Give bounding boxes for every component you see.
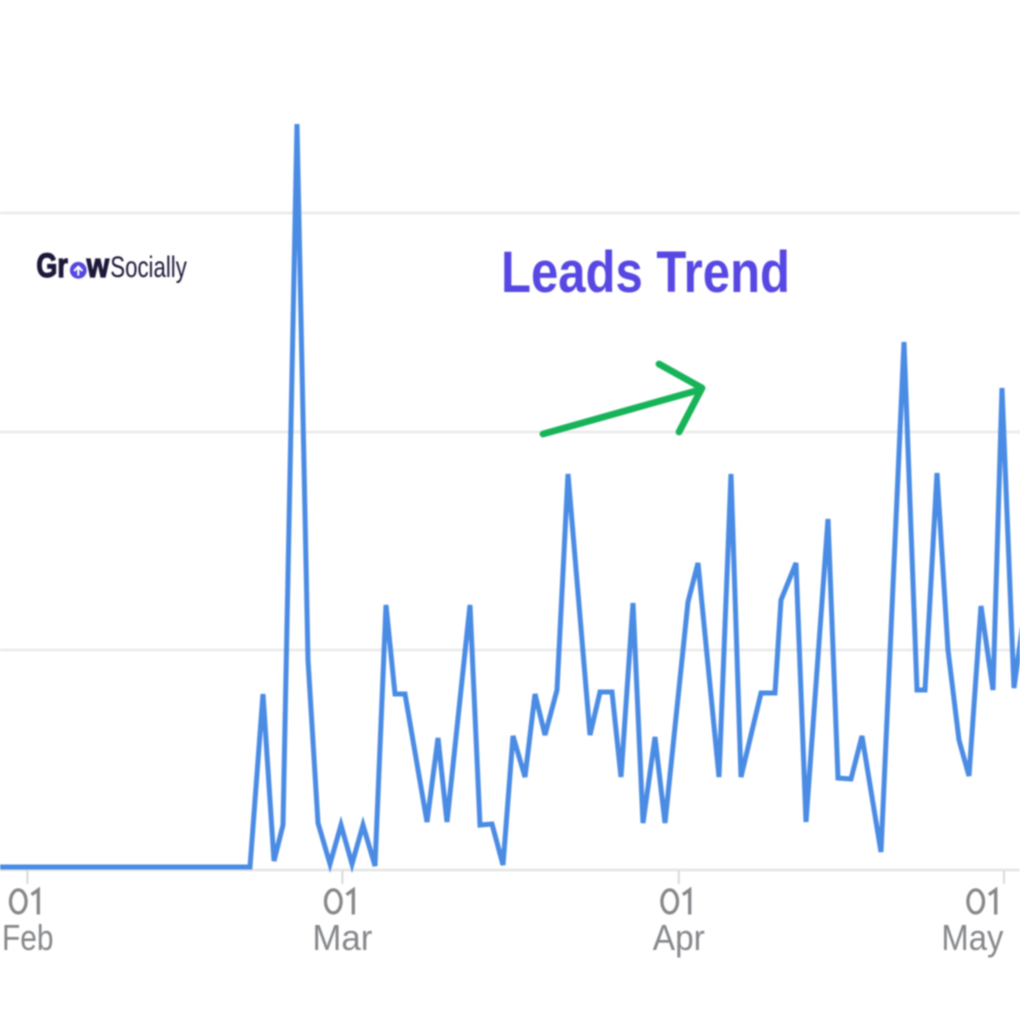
svg-text:w: w bbox=[86, 247, 110, 285]
svg-text:Leads Trend: Leads Trend bbox=[501, 240, 790, 305]
svg-text:Mar: Mar bbox=[312, 917, 372, 958]
svg-text:Feb: Feb bbox=[2, 917, 54, 958]
svg-text:Apr: Apr bbox=[653, 917, 705, 958]
svg-text:Socially: Socially bbox=[110, 251, 187, 284]
svg-text:Gr: Gr bbox=[36, 247, 68, 285]
svg-text:May: May bbox=[941, 917, 1003, 958]
